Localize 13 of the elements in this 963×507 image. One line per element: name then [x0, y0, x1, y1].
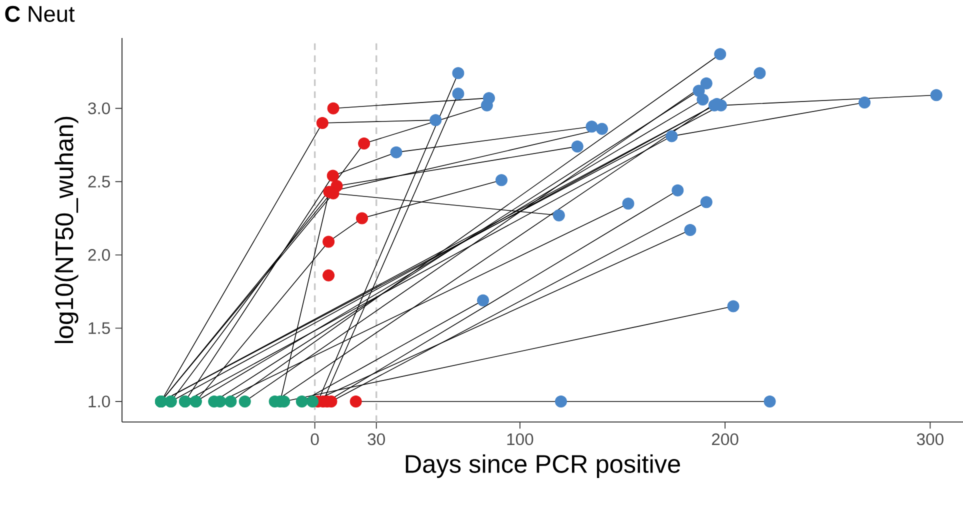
x-tick-label: 300 [916, 433, 944, 446]
y-tick-label: 1.0 [88, 396, 110, 408]
y-tick-label: 3.0 [88, 102, 110, 114]
x-tick-label: 100 [507, 433, 534, 446]
y-axis-title: log10(NT50_wuhan) [54, 116, 78, 344]
y-tick-label: 2.0 [88, 249, 110, 261]
x-tick-label: 0 [310, 433, 319, 446]
chart-title: C Neut [5, 6, 75, 22]
x-tick-label: 30 [368, 433, 385, 446]
y-tick-label: 2.5 [88, 176, 110, 188]
x-axis-title: Days since PCR positive [406, 454, 680, 478]
x-tick-label: 200 [712, 433, 738, 446]
y-tick-label: 1.5 [88, 322, 110, 334]
